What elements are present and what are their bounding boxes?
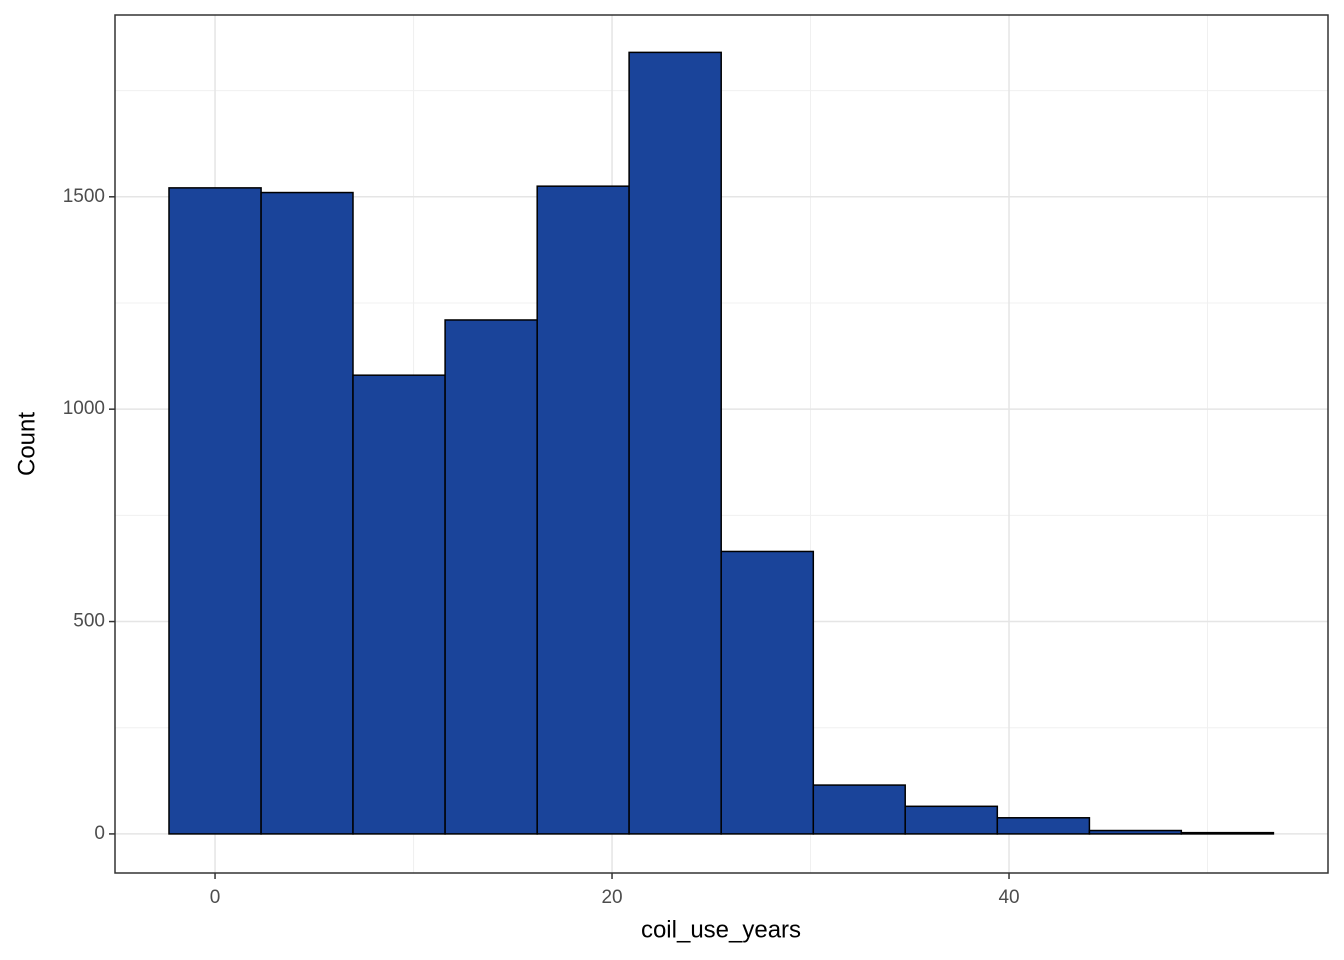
x-tick-label: 40 xyxy=(998,887,1019,908)
y-axis-title: Count xyxy=(13,412,40,476)
y-tick-label: 1000 xyxy=(63,398,105,419)
bar xyxy=(444,319,538,835)
bar xyxy=(720,550,815,835)
bar xyxy=(812,784,906,835)
x-tick-label: 0 xyxy=(210,887,221,908)
bar xyxy=(904,805,999,835)
bar xyxy=(260,191,354,835)
bar xyxy=(168,187,262,835)
x-tick-label: 20 xyxy=(601,887,622,908)
bar xyxy=(536,185,630,835)
y-tick-label: 500 xyxy=(73,611,105,632)
y-tick-label: 0 xyxy=(94,823,105,844)
y-tick-label: 1500 xyxy=(63,186,105,207)
bar xyxy=(1088,829,1183,835)
plot-border xyxy=(114,14,1329,874)
bar xyxy=(628,51,722,835)
bar xyxy=(996,817,1091,835)
bar xyxy=(1180,831,1275,835)
bar xyxy=(352,374,446,835)
x-axis-title: coil_use_years xyxy=(641,916,801,943)
